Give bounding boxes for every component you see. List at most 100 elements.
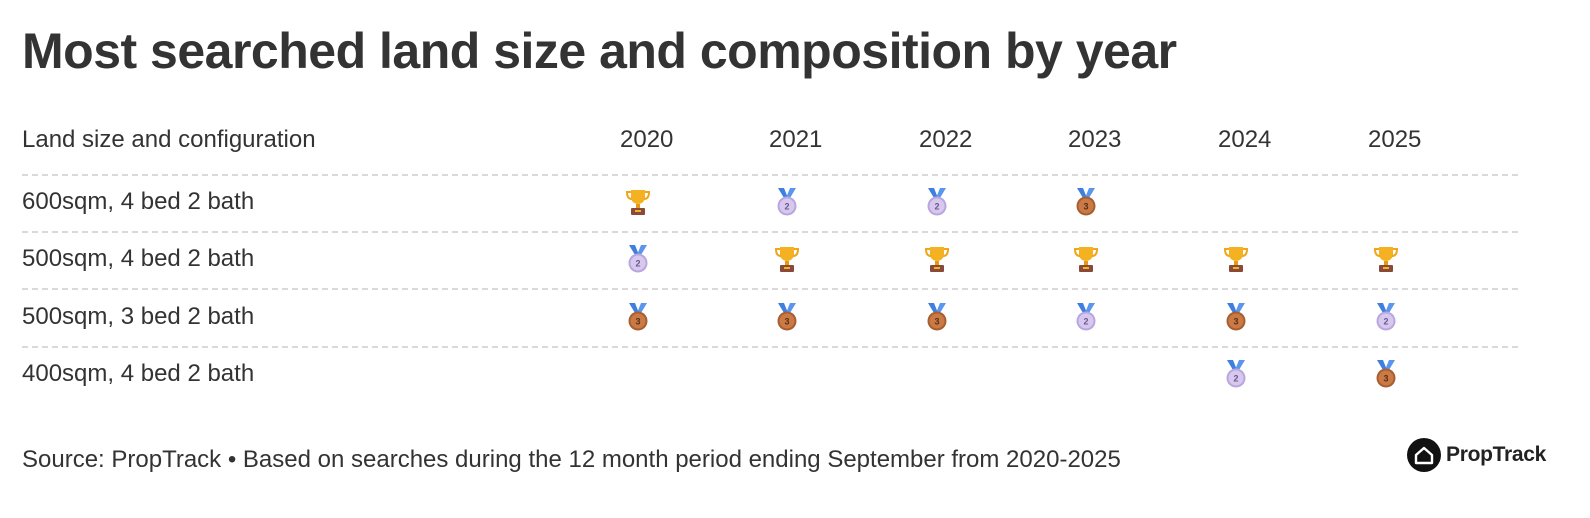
medal-number: 2 bbox=[1083, 316, 1088, 326]
medal-number: 3 bbox=[1083, 202, 1088, 212]
medal-number: 3 bbox=[1383, 373, 1388, 383]
medal-number: 3 bbox=[1233, 316, 1238, 326]
medal-icon: 2 bbox=[777, 188, 797, 216]
medal-ribbon bbox=[637, 302, 647, 313]
medal-ribbon bbox=[637, 245, 647, 256]
trophy-stem bbox=[1084, 261, 1088, 266]
column-header: 2024 bbox=[1218, 126, 1272, 153]
row-label: 500sqm, 3 bed 2 bath bbox=[22, 302, 255, 330]
trophy-plate bbox=[1383, 267, 1389, 270]
row-label: 600sqm, 4 bed 2 bath bbox=[22, 188, 255, 215]
medal-ribbon bbox=[1385, 302, 1395, 313]
medal-icon: 2 bbox=[1076, 302, 1096, 331]
medal-icon: 2 bbox=[1226, 359, 1246, 388]
medal-ribbon bbox=[1077, 188, 1087, 198]
column-header: 2025 bbox=[1368, 126, 1422, 153]
trophy-plate bbox=[635, 210, 641, 212]
medal-face bbox=[1228, 313, 1244, 329]
trophy-stem bbox=[935, 261, 939, 266]
trophy-plate bbox=[1083, 267, 1089, 270]
medal-face bbox=[1378, 313, 1394, 329]
trophy-cup bbox=[631, 190, 645, 204]
medal-number: 3 bbox=[784, 316, 789, 326]
medal-icon: 3 bbox=[777, 302, 797, 331]
medal-ribbon bbox=[1227, 359, 1237, 370]
medal-ribbon bbox=[1385, 359, 1395, 370]
trophy-handles bbox=[1073, 248, 1099, 258]
medal-ribbon bbox=[786, 302, 796, 313]
medal-ribbon bbox=[1377, 302, 1387, 313]
medal-icon: 2 bbox=[927, 188, 947, 216]
trophy-icon bbox=[625, 190, 651, 215]
medal-number: 2 bbox=[784, 202, 789, 212]
medal-face bbox=[779, 198, 795, 214]
medal-ribbon bbox=[1077, 302, 1087, 313]
medal-ribbon bbox=[786, 188, 796, 198]
trophy-handles bbox=[1373, 248, 1399, 258]
row-divider bbox=[22, 174, 1518, 176]
medal-face bbox=[1228, 370, 1244, 386]
trophy-plate bbox=[1233, 267, 1239, 270]
logo-icon bbox=[1407, 438, 1441, 472]
trophy-cup bbox=[780, 247, 794, 262]
medal-number: 3 bbox=[934, 316, 939, 326]
medal-ribbon bbox=[1235, 302, 1245, 313]
row-label: 500sqm, 4 bed 2 bath bbox=[22, 245, 255, 273]
title: Most searched land size and composition … bbox=[22, 23, 1177, 79]
trophy-icon bbox=[924, 247, 950, 273]
logo-text: PropTrack bbox=[1446, 443, 1547, 466]
trophy-stem bbox=[636, 204, 640, 208]
medal-face bbox=[1078, 198, 1094, 214]
trophy-cup bbox=[1379, 247, 1393, 262]
medal-icon: 3 bbox=[927, 302, 947, 331]
row-divider bbox=[22, 345, 1518, 348]
medal-face bbox=[1378, 370, 1394, 386]
trophy-cup bbox=[1079, 247, 1093, 262]
medal-face bbox=[630, 255, 646, 271]
medal-ribbon bbox=[1085, 188, 1095, 198]
trophy-cup bbox=[930, 247, 944, 262]
medal-ribbon bbox=[629, 245, 639, 256]
trophy-handles bbox=[924, 248, 950, 258]
ranking-table: Land size and configuration 2020 2021 2022 2… bbox=[22, 126, 1518, 388]
logo: PropTrack bbox=[1407, 438, 1546, 472]
medal-ribbon bbox=[928, 302, 938, 313]
medal-icon: 3 bbox=[1376, 359, 1396, 388]
medal-ribbon bbox=[936, 188, 946, 198]
medal-number: 2 bbox=[934, 202, 939, 212]
medal-face bbox=[630, 313, 646, 329]
trophy-icon bbox=[1073, 247, 1099, 273]
medal-icon: 3 bbox=[628, 302, 648, 331]
column-header: 2021 bbox=[769, 126, 823, 153]
trophy-icon bbox=[1223, 247, 1249, 273]
medal-ribbon bbox=[1085, 302, 1095, 313]
trophy-handles bbox=[1223, 248, 1249, 258]
trophy-stem bbox=[1234, 261, 1238, 266]
column-header: 2022 bbox=[919, 126, 973, 153]
trophy-icon bbox=[1373, 247, 1399, 273]
trophy-stem bbox=[785, 261, 789, 266]
medal-icon: 3 bbox=[1226, 302, 1246, 331]
medal-face bbox=[929, 198, 945, 214]
medal-face bbox=[779, 313, 795, 329]
row-label: 400sqm, 4 bed 2 bath bbox=[22, 359, 255, 387]
row-divider bbox=[22, 231, 1518, 233]
medal-ribbon bbox=[629, 302, 639, 313]
trophy-plate bbox=[784, 267, 790, 270]
medal-ribbon bbox=[928, 188, 938, 198]
column-header: 2023 bbox=[1068, 126, 1122, 153]
source-note: Source: PropTrack • Based on searches du… bbox=[22, 446, 1121, 473]
medal-ribbon bbox=[1235, 359, 1245, 370]
medal-ribbon bbox=[1227, 302, 1237, 313]
column-header: Land size and configuration bbox=[22, 126, 316, 153]
medal-icon: 3 bbox=[1076, 188, 1096, 216]
medal-ribbon bbox=[778, 302, 788, 313]
medal-number: 2 bbox=[1233, 373, 1238, 383]
medal-face bbox=[1078, 313, 1094, 329]
medal-ribbon bbox=[778, 188, 788, 198]
medal-ribbon bbox=[1377, 359, 1387, 370]
medal-number: 2 bbox=[635, 259, 640, 269]
trophy-icon bbox=[774, 247, 800, 273]
trophy-handles bbox=[625, 191, 651, 200]
trophy-plate bbox=[934, 267, 940, 270]
